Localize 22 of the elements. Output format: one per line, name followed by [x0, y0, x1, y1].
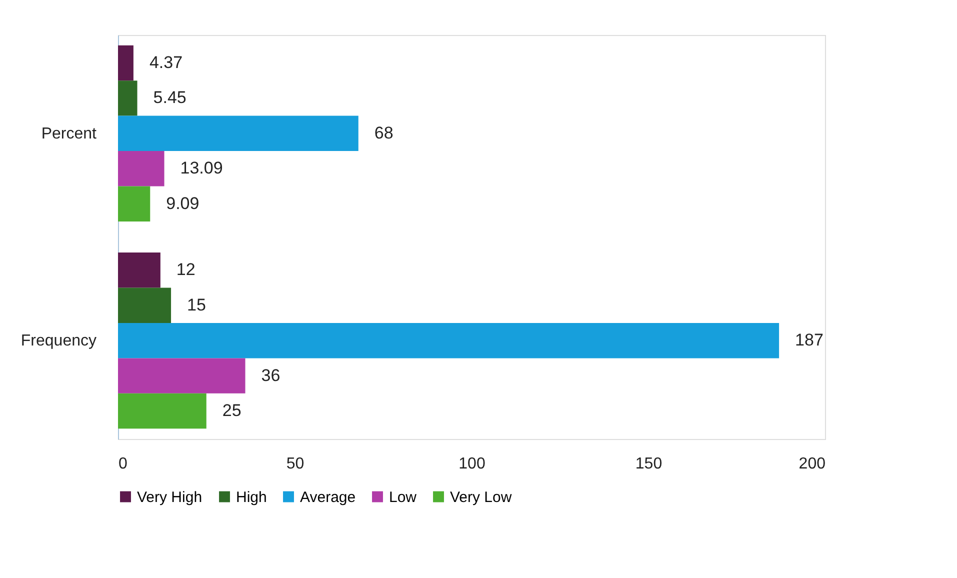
- x-tick-label: 0: [118, 456, 128, 472]
- legend-label: Very Low: [450, 488, 512, 506]
- data-label: 187: [795, 330, 824, 350]
- x-tick-label: 50: [286, 456, 304, 472]
- x-tick-label: 200: [798, 456, 826, 472]
- y-tick-label: Percent: [41, 125, 98, 142]
- data-label: 4.37: [149, 52, 183, 72]
- data-label: 15: [187, 295, 206, 314]
- data-label: 13.09: [180, 158, 223, 178]
- x-tick-label: 100: [458, 456, 486, 472]
- legend-label: Average: [300, 488, 356, 506]
- data-label: 36: [261, 366, 280, 385]
- legend-label: Very High: [137, 488, 202, 506]
- data-label: 68: [374, 123, 394, 142]
- legend-label: High: [236, 488, 267, 506]
- x-tick-label: 150: [635, 456, 662, 472]
- data-label: 5.45: [153, 88, 186, 108]
- legend-label: Low: [389, 488, 417, 506]
- data-label: 12: [176, 260, 196, 280]
- data-label: 9.09: [166, 194, 200, 213]
- y-tick-label: Frequency: [20, 332, 96, 350]
- data-label: 25: [222, 401, 242, 420]
